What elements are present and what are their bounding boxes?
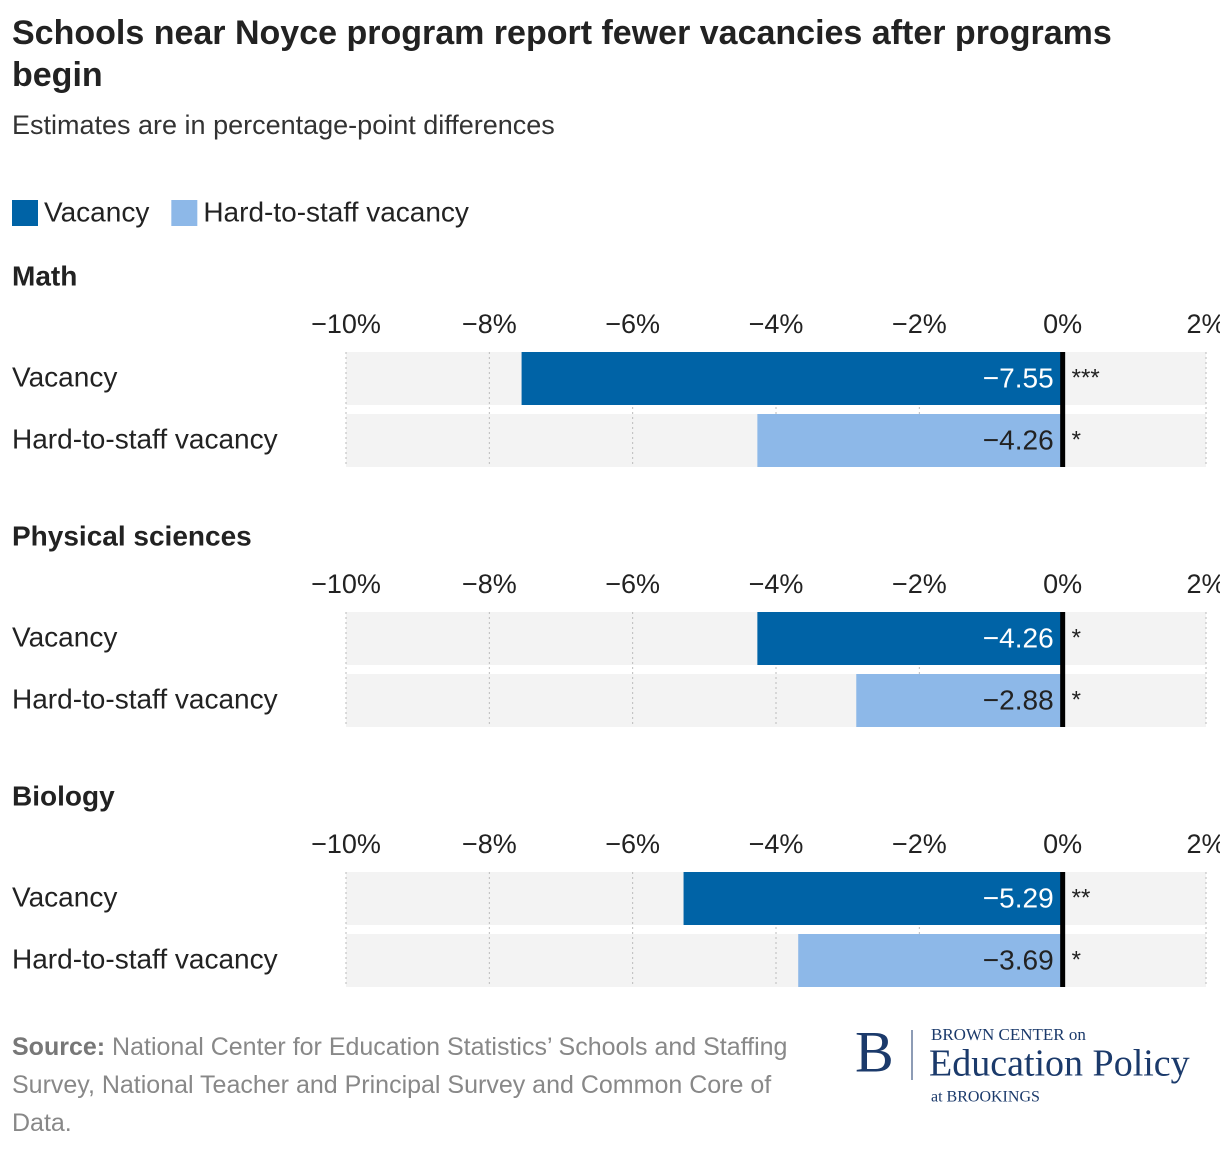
logo-line1: BROWN CENTER on (931, 1025, 1086, 1044)
logo-line2: Education Policy (929, 1043, 1190, 1085)
bar (521, 352, 1063, 405)
x-tick-label: −2% (892, 309, 947, 339)
value-label: −4.26 (983, 424, 1054, 455)
x-tick-label: −8% (462, 309, 517, 339)
row-label: Vacancy (12, 621, 117, 652)
x-tick-label: −4% (749, 309, 804, 339)
x-tick-label: 2% (1186, 309, 1220, 339)
bar (856, 674, 1063, 727)
logo-mark: B (855, 1019, 894, 1084)
x-tick-label: −4% (749, 829, 804, 859)
significance: * (1072, 426, 1081, 453)
bar (757, 414, 1063, 467)
x-tick-label: −10% (311, 569, 381, 599)
bar (683, 872, 1063, 925)
row-label: Hard-to-staff vacancy (12, 423, 278, 454)
x-tick-label: 0% (1043, 829, 1082, 859)
value-label: −7.55 (983, 362, 1054, 393)
subtitle: Estimates are in percentage-point differ… (12, 110, 555, 140)
value-label: −2.88 (983, 684, 1054, 715)
x-tick-label: 2% (1186, 569, 1220, 599)
value-label: −3.69 (983, 944, 1054, 975)
legend-label: Hard-to-staff vacancy (203, 196, 469, 227)
row-label: Hard-to-staff vacancy (12, 683, 278, 714)
source: Source: National Center for Education St… (12, 1028, 802, 1142)
panel-title: Biology (12, 780, 115, 811)
logo-line3: at BROOKINGS (931, 1089, 1040, 1106)
x-tick-label: −8% (462, 569, 517, 599)
x-tick-label: −6% (605, 309, 660, 339)
legend-label: Vacancy (44, 196, 149, 227)
x-tick-label: 2% (1186, 829, 1220, 859)
x-tick-label: 0% (1043, 569, 1082, 599)
source-label: Source: (12, 1033, 106, 1061)
x-tick-label: −2% (892, 829, 947, 859)
legend-swatch (12, 200, 38, 226)
title: Schools near Noyce program report fewer … (12, 14, 1112, 94)
row-label: Hard-to-staff vacancy (12, 943, 278, 974)
x-tick-label: −8% (462, 829, 517, 859)
significance: * (1072, 624, 1081, 651)
significance: *** (1072, 364, 1100, 391)
significance: ** (1072, 884, 1091, 911)
x-tick-label: −4% (749, 569, 804, 599)
bar (798, 934, 1063, 987)
row-label: Vacancy (12, 881, 117, 912)
x-tick-label: −6% (605, 829, 660, 859)
row-label: Vacancy (12, 361, 117, 392)
panel-title: Math (12, 260, 77, 291)
source-text: National Center for Education Statistics… (12, 1033, 788, 1137)
x-tick-label: −10% (311, 309, 381, 339)
bar (757, 612, 1063, 665)
x-tick-label: −6% (605, 569, 660, 599)
x-tick-label: −2% (892, 569, 947, 599)
x-tick-label: −10% (311, 829, 381, 859)
value-label: −4.26 (983, 622, 1054, 653)
significance: * (1072, 946, 1081, 973)
legend-swatch (171, 200, 198, 226)
significance: * (1072, 686, 1081, 713)
panel-title: Physical sciences (12, 520, 252, 551)
value-label: −5.29 (983, 882, 1054, 913)
x-tick-label: 0% (1043, 309, 1082, 339)
